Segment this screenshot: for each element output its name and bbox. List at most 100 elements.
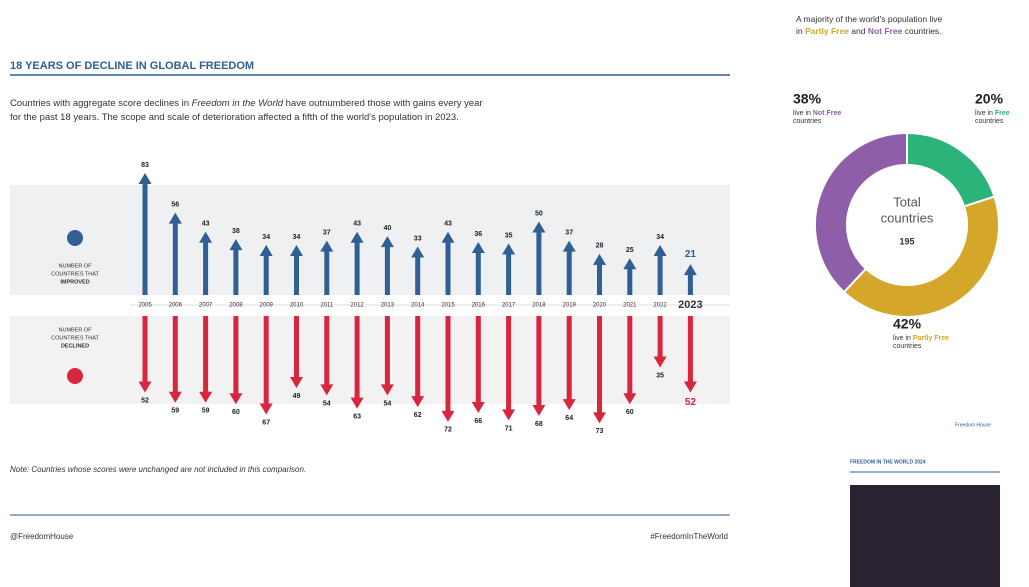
header-part: Not Free — [868, 26, 903, 36]
subtitle: for the past 18 years. The scope and sca… — [10, 112, 459, 123]
cover-image — [850, 485, 1000, 587]
logo: Freedom House — [955, 422, 991, 428]
x-tick-label: 2006 — [169, 303, 183, 309]
arrow — [562, 316, 576, 411]
donut-desc: live in Not Free — [793, 110, 841, 117]
value-label: 63 — [353, 413, 361, 420]
value-label: 52 — [141, 397, 149, 404]
value-label: 43 — [353, 221, 361, 228]
subtitle-part: for the past 18 years. The scope and sca… — [10, 112, 459, 123]
value-label: 64 — [565, 415, 573, 422]
x-tick-label: 2022 — [653, 303, 667, 309]
x-tick-label: 2014 — [411, 303, 425, 309]
value-label: 67 — [262, 419, 270, 426]
value-label: 35 — [656, 372, 664, 379]
arrow — [441, 316, 455, 422]
desc-prefix: live in — [793, 110, 811, 117]
x-tick-label: 2012 — [350, 303, 364, 309]
x-tick-label: 2015 — [441, 303, 455, 309]
arrow — [320, 240, 334, 295]
value-label: 50 — [535, 210, 543, 217]
subtitle-part: Freedom in the World — [192, 98, 284, 109]
x-tick-label: 2009 — [260, 303, 274, 309]
arrow — [199, 231, 213, 295]
sidebar-header: A majority of the world's population liv… — [796, 14, 942, 24]
arrow — [532, 316, 546, 416]
arrow — [471, 316, 485, 414]
series-label: DECLINED — [61, 343, 89, 349]
value-label: 37 — [323, 229, 331, 236]
x-tick-label: 2019 — [563, 303, 577, 309]
footer-left: @FreedomHouse — [10, 532, 74, 541]
arrow — [138, 172, 152, 295]
donut-segment — [842, 195, 1000, 318]
x-tick-label: 2021 — [623, 303, 637, 309]
desc-category: Partly Free — [913, 335, 949, 342]
value-label: 54 — [323, 400, 331, 407]
declined-icon — [67, 368, 83, 384]
arrow — [229, 316, 243, 405]
desc-suffix: countries — [893, 343, 922, 350]
x-tick-label: 2016 — [472, 303, 486, 309]
donut-total: 195 — [899, 236, 914, 246]
header-part: and — [849, 26, 868, 36]
subtitle-part: Countries with aggregate score declines … — [10, 98, 192, 109]
donut-value-label: 20% — [975, 91, 1004, 107]
arrow — [168, 212, 182, 295]
arrow — [290, 316, 303, 389]
series-label: NUMBER OF — [59, 263, 93, 269]
arrow — [259, 245, 273, 295]
arrow — [350, 316, 364, 409]
value-label: 59 — [202, 408, 210, 415]
value-label: 59 — [171, 408, 179, 415]
header-part: countries. — [902, 26, 941, 36]
desc-prefix: live in — [975, 110, 993, 117]
value-label: 38 — [232, 228, 240, 235]
x-tick-label: 2007 — [199, 303, 213, 309]
arrow — [320, 316, 334, 396]
arrow — [411, 246, 425, 295]
header-part: in — [796, 26, 805, 36]
donut-value-label: 42% — [893, 316, 922, 332]
arrow — [653, 316, 667, 368]
x-tick-label: 2013 — [381, 303, 395, 309]
improved-icon — [67, 230, 83, 246]
value-label: 52 — [685, 397, 697, 408]
arrow — [683, 316, 697, 393]
x-tick-label: 2018 — [532, 303, 546, 309]
value-label: 34 — [656, 234, 664, 241]
value-label: 34 — [262, 234, 270, 241]
series-label: COUNTRIES THAT — [51, 335, 99, 341]
arrow — [229, 239, 243, 295]
arrow — [350, 231, 364, 295]
arrow — [593, 316, 606, 424]
series-label: IMPROVED — [60, 279, 89, 285]
value-label: 71 — [505, 425, 513, 432]
arrow — [623, 258, 637, 295]
value-label: 36 — [474, 231, 482, 238]
series-label: COUNTRIES THAT — [51, 271, 99, 277]
value-label: 40 — [384, 225, 392, 232]
x-tick-label: 2020 — [593, 303, 607, 309]
footer-right: #FreedomInTheWorld — [650, 532, 728, 541]
value-label: 35 — [505, 232, 513, 239]
desc-suffix: countries — [793, 118, 822, 125]
donut-segment — [814, 131, 908, 294]
desc-category: Free — [995, 110, 1010, 117]
band-improved — [10, 185, 730, 295]
arrow — [168, 316, 182, 403]
x-tick-label: 2023 — [678, 299, 702, 311]
donut-center: Total — [893, 194, 921, 209]
header-part: Partly Free — [805, 26, 849, 36]
x-tick-label: 2017 — [502, 303, 516, 309]
value-label: 73 — [596, 428, 604, 435]
arrow — [623, 316, 637, 405]
value-label: 49 — [293, 393, 301, 400]
arrow — [411, 316, 425, 408]
arrow — [441, 231, 455, 295]
arrow — [502, 243, 516, 295]
sidebar-header: in Partly Free and Not Free countries. — [796, 26, 942, 36]
note: Note: Countries whose scores were unchan… — [10, 465, 306, 474]
arrow — [562, 240, 576, 295]
subtitle-part: have outnumbered those with gains every … — [283, 98, 483, 109]
